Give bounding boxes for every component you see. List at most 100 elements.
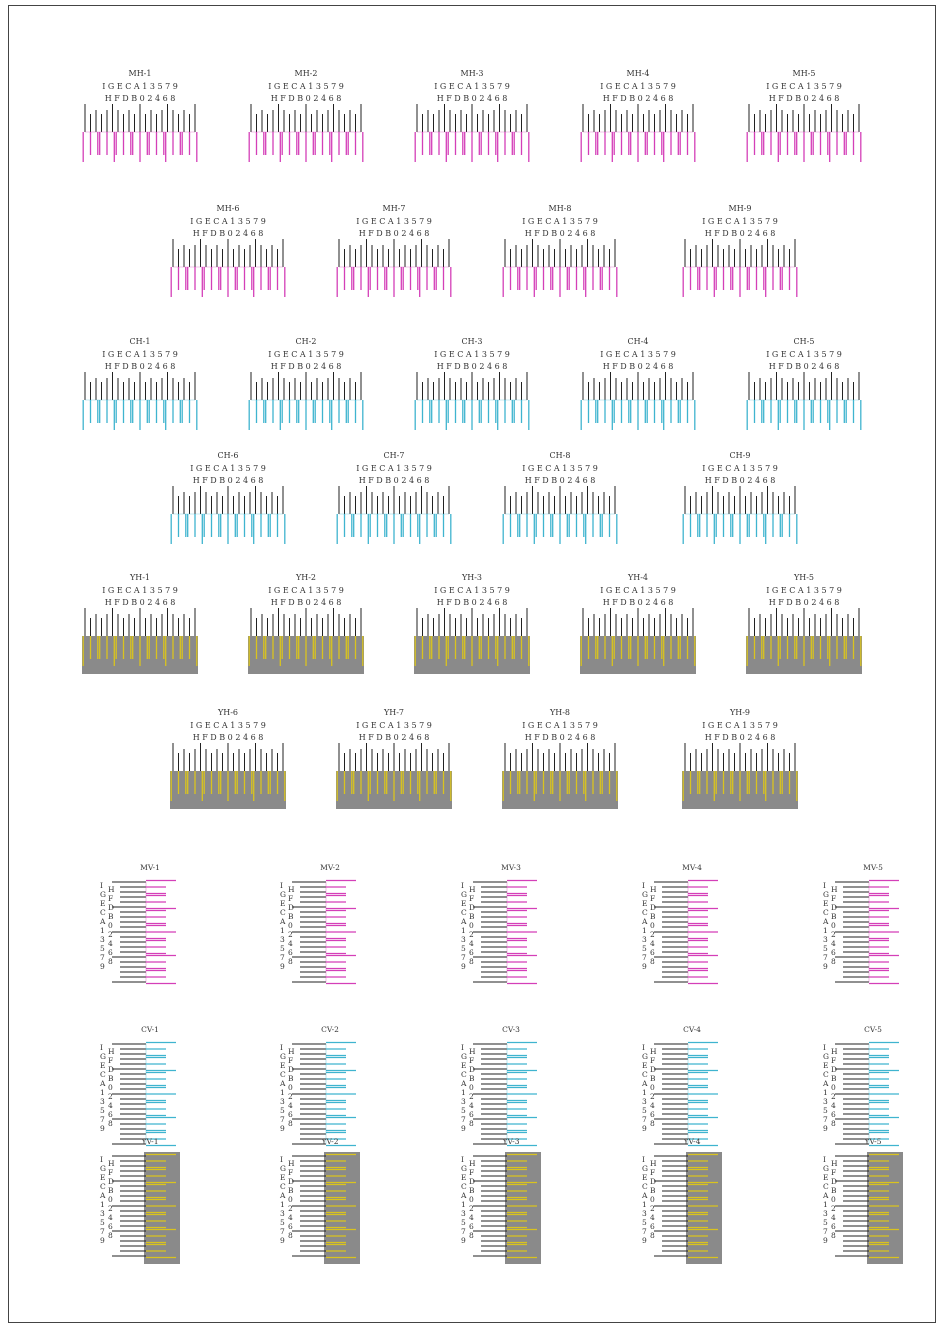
left-scale-label: G — [461, 1164, 467, 1173]
bottom-scale-labels: H F D B 0 2 4 6 8 — [769, 94, 840, 103]
left-scale-label: 1 — [461, 1200, 466, 1209]
horizontal-pattern: CH-3 I G E C A 1 3 5 7 9 H F D B 0 2 4 6 8 — [414, 337, 530, 430]
right-scale-label: B — [650, 1074, 656, 1083]
left-scale-label: 9 — [280, 1236, 285, 1245]
left-scale-label: E — [642, 899, 647, 908]
pattern-label: YH-5 — [793, 573, 814, 582]
right-scale-label: 6 — [288, 1110, 293, 1119]
left-scale-label: 3 — [823, 1097, 828, 1106]
left-scale-label: 1 — [642, 1088, 647, 1097]
right-scale-label: 8 — [650, 1231, 655, 1240]
right-scale-label: 2 — [650, 1092, 655, 1101]
left-scale-label: E — [100, 899, 105, 908]
horizontal-pattern: YH-5 I G E C A 1 3 5 7 9 H F D B 0 2 4 6 8 — [746, 573, 862, 674]
right-scale-label: 4 — [831, 1101, 836, 1110]
top-scale-labels: I G E C A 1 3 5 7 9 — [702, 217, 778, 226]
bottom-scale-labels: H F D B 0 2 4 6 8 — [271, 362, 342, 371]
right-scale-label: F — [288, 1056, 293, 1065]
left-scale-label: 3 — [280, 1209, 285, 1218]
left-scale-label: G — [642, 1052, 648, 1061]
right-scale-label: F — [831, 1056, 836, 1065]
horizontal-pattern: CH-1 I G E C A 1 3 5 7 9 H F D B 0 2 4 6 8 — [82, 337, 198, 430]
horizontal-pattern: CH-7 I G E C A 1 3 5 7 9 H F D B 0 2 4 6 8 — [336, 451, 452, 544]
right-scale-label: 8 — [650, 957, 655, 966]
left-scale-label: 3 — [461, 1209, 466, 1218]
left-scale-label: G — [642, 890, 648, 899]
left-scale-label: E — [642, 1061, 647, 1070]
left-scale-label: I — [100, 1155, 103, 1164]
pattern-label: MH-8 — [549, 204, 572, 213]
right-scale-label: H — [469, 885, 476, 894]
bottom-scale-labels: H F D B 0 2 4 6 8 — [705, 476, 776, 485]
left-scale-label: A — [460, 1079, 467, 1088]
left-scale-label: 9 — [642, 1124, 647, 1133]
left-scale-label: 5 — [461, 944, 466, 953]
pattern-label: CH-4 — [628, 337, 649, 346]
right-scale-label: 0 — [650, 1083, 655, 1092]
left-scale-label: C — [461, 1182, 467, 1191]
left-scale-label: I — [100, 881, 103, 890]
left-scale-label: G — [642, 1164, 648, 1173]
right-scale-label: 4 — [288, 1101, 293, 1110]
right-scale-label: 6 — [650, 1110, 655, 1119]
right-scale-label: 6 — [108, 948, 113, 957]
bottom-scale-labels: H F D B 0 2 4 6 8 — [705, 733, 776, 742]
pattern-label: CH-9 — [730, 451, 751, 460]
bottom-scale-labels: H F D B 0 2 4 6 8 — [105, 598, 176, 607]
left-scale-label: G — [280, 890, 286, 899]
horizontal-pattern: CH-6 I G E C A 1 3 5 7 9 H F D B 0 2 4 6 8 — [170, 451, 286, 544]
left-scale-label: C — [100, 1070, 106, 1079]
pattern-label: MH-6 — [217, 204, 240, 213]
left-scale-label: G — [100, 1164, 106, 1173]
left-scale-label: 9 — [461, 1236, 466, 1245]
right-scale-label: D — [108, 1065, 114, 1074]
right-scale-label: 0 — [469, 921, 474, 930]
right-scale-label: 0 — [831, 1195, 836, 1204]
left-scale-label: 7 — [461, 1227, 466, 1236]
left-scale-label: 7 — [823, 1115, 828, 1124]
bottom-scale-labels: H F D B 0 2 4 6 8 — [193, 476, 264, 485]
left-scale-label: C — [823, 1182, 829, 1191]
left-scale-label: A — [279, 1191, 286, 1200]
left-scale-label: I — [461, 1155, 464, 1164]
left-scale-label: 5 — [642, 1106, 647, 1115]
left-scale-label: A — [822, 917, 829, 926]
right-scale-label: 4 — [650, 1213, 655, 1222]
right-scale-label: 0 — [288, 921, 293, 930]
left-scale-label: G — [823, 1164, 829, 1173]
pattern-label: YV-2 — [321, 1137, 339, 1146]
left-scale-label: 1 — [642, 926, 647, 935]
top-scale-labels: I G E C A 1 3 5 7 9 — [522, 721, 598, 730]
pattern-label: YV-4 — [683, 1137, 701, 1146]
right-scale-label: 4 — [650, 1101, 655, 1110]
right-scale-label: 6 — [288, 948, 293, 957]
right-scale-label: F — [469, 1056, 474, 1065]
right-scale-label: H — [650, 1159, 657, 1168]
right-scale-label: 4 — [108, 1213, 113, 1222]
right-scale-label: 2 — [108, 1204, 113, 1213]
left-scale-label: A — [99, 1079, 106, 1088]
left-scale-label: I — [280, 881, 283, 890]
horizontal-pattern: MH-8 I G E C A 1 3 5 7 9 H F D B 0 2 4 6 8 — [502, 204, 618, 297]
top-scale-labels: I G E C A 1 3 5 7 9 — [600, 586, 676, 595]
left-scale-label: 3 — [823, 1209, 828, 1218]
right-scale-label: H — [831, 885, 838, 894]
top-scale-labels: I G E C A 1 3 5 7 9 — [268, 350, 344, 359]
right-scale-label: B — [288, 1186, 294, 1195]
horizontal-pattern: MH-3 I G E C A 1 3 5 7 9 H F D B 0 2 4 6 8 — [414, 69, 530, 162]
top-scale-labels: I G E C A 1 3 5 7 9 — [702, 721, 778, 730]
pattern-label: MV-1 — [140, 863, 160, 872]
left-scale-label: G — [100, 890, 106, 899]
right-scale-label: D — [108, 903, 114, 912]
left-scale-label: G — [280, 1052, 286, 1061]
right-scale-label: 2 — [108, 930, 113, 939]
right-scale-label: F — [108, 1168, 113, 1177]
pattern-label: YH-9 — [729, 708, 750, 717]
right-scale-label: F — [650, 894, 655, 903]
top-scale-labels: I G E C A 1 3 5 7 9 — [702, 464, 778, 473]
right-scale-label: 8 — [831, 1119, 836, 1128]
pattern-label: YH-4 — [627, 573, 648, 582]
left-scale-label: 1 — [280, 1088, 285, 1097]
right-scale-label: 2 — [831, 1204, 836, 1213]
